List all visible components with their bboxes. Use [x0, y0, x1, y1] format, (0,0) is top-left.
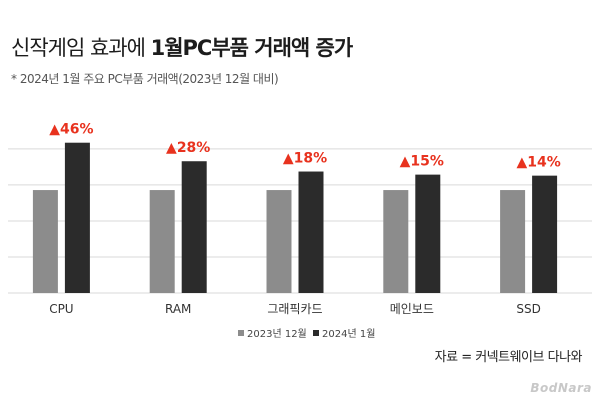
bar-2023-0 [32, 190, 58, 293]
bar-2024-2 [298, 171, 324, 293]
change-label-0: ▲46% [49, 122, 93, 138]
bar-2023-4 [500, 190, 526, 293]
x-tick-label-1: RAM [165, 302, 191, 316]
bar-2024-3 [415, 174, 441, 293]
chart-title: 신작게임 효과에 1월PC부품 거래액 증가 [11, 32, 354, 62]
chart-title-light: 신작게임 효과에 [11, 36, 151, 60]
bar-2023-2 [266, 190, 292, 293]
x-tick-label-4: SSD [516, 302, 540, 316]
change-label-2: ▲18% [283, 151, 327, 167]
x-tick-label-3: 메인보드 [390, 302, 434, 316]
change-label-1: ▲28% [166, 140, 210, 156]
x-tick-label-2: 그래픽카드 [267, 302, 322, 316]
bar-2023-1 [149, 190, 175, 293]
change-label-4: ▲14% [516, 155, 560, 171]
chart-title-bold: 1월PC부품 거래액 증가 [150, 36, 354, 60]
bar-2023-3 [383, 190, 409, 293]
bar-2024-0 [64, 142, 90, 293]
x-tick-label-0: CPU [49, 302, 73, 316]
brand-logo: BodNara [530, 381, 592, 395]
bar-2024-4 [532, 175, 558, 293]
legend-swatch-1 [313, 330, 319, 336]
legend-label-1: 2024년 1월 [322, 328, 375, 340]
legend-label-0: 2023년 12월 [247, 328, 307, 340]
chart-subtitle: * 2024년 1월 주요 PC부품 거래액(2023년 12월 대비) [11, 72, 279, 86]
source-note: 자료 = 커넥트웨이브 다나와 [434, 350, 583, 365]
bar-2024-1 [181, 161, 207, 293]
change-label-3: ▲15% [400, 154, 444, 170]
legend-swatch-0 [238, 330, 244, 336]
